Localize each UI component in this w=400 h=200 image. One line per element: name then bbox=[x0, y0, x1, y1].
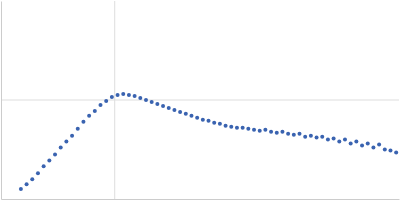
y-axis-line bbox=[1, 2, 2, 200]
point bbox=[99, 103, 103, 107]
point bbox=[332, 137, 336, 141]
grid bbox=[1, 1, 399, 199]
point bbox=[155, 102, 159, 106]
point bbox=[184, 112, 188, 116]
point bbox=[326, 138, 330, 142]
point bbox=[280, 130, 284, 134]
point bbox=[354, 140, 358, 144]
point bbox=[246, 127, 250, 131]
point bbox=[121, 92, 125, 96]
point bbox=[195, 116, 199, 120]
point bbox=[315, 136, 319, 140]
point bbox=[360, 144, 364, 148]
point bbox=[138, 96, 142, 100]
point bbox=[36, 171, 40, 175]
point bbox=[133, 94, 137, 98]
point bbox=[269, 130, 273, 134]
point bbox=[212, 121, 216, 125]
point bbox=[144, 98, 148, 102]
point bbox=[229, 125, 233, 129]
point bbox=[383, 148, 387, 152]
point bbox=[104, 99, 108, 103]
chart bbox=[0, 0, 400, 200]
point bbox=[70, 134, 74, 138]
point bbox=[394, 150, 398, 154]
point bbox=[76, 127, 80, 131]
point bbox=[388, 148, 392, 152]
point bbox=[263, 128, 267, 132]
point bbox=[81, 120, 85, 124]
point bbox=[366, 142, 370, 146]
point bbox=[167, 106, 171, 110]
grid-line-y bbox=[1, 100, 399, 101]
points bbox=[19, 92, 398, 191]
point bbox=[189, 114, 193, 118]
point bbox=[292, 133, 296, 137]
point bbox=[224, 124, 228, 128]
point bbox=[47, 158, 51, 162]
point bbox=[161, 104, 165, 108]
point bbox=[25, 182, 29, 186]
point bbox=[87, 114, 91, 118]
point bbox=[116, 93, 120, 97]
point bbox=[30, 177, 34, 181]
x-axis bbox=[2, 199, 400, 200]
point bbox=[286, 132, 290, 136]
point bbox=[343, 138, 347, 142]
y-axis bbox=[1, 2, 3, 200]
point bbox=[235, 126, 239, 130]
point bbox=[298, 132, 302, 136]
point bbox=[258, 129, 262, 133]
point bbox=[252, 128, 256, 132]
point bbox=[201, 118, 205, 122]
point bbox=[178, 110, 182, 114]
point bbox=[241, 126, 245, 130]
point bbox=[320, 135, 324, 139]
point bbox=[207, 119, 211, 123]
point bbox=[303, 135, 307, 139]
point bbox=[275, 131, 279, 135]
point bbox=[371, 146, 375, 150]
point bbox=[59, 146, 63, 150]
point bbox=[42, 164, 46, 168]
point bbox=[218, 122, 222, 126]
point bbox=[19, 187, 23, 191]
point bbox=[110, 95, 114, 99]
point bbox=[53, 152, 57, 156]
x-axis-line bbox=[2, 199, 400, 200]
point bbox=[150, 100, 154, 104]
point bbox=[337, 140, 341, 144]
point bbox=[349, 142, 353, 146]
point bbox=[64, 140, 68, 144]
point bbox=[377, 143, 381, 147]
point bbox=[93, 109, 97, 113]
point bbox=[309, 134, 313, 138]
point bbox=[172, 108, 176, 112]
point bbox=[127, 93, 131, 97]
